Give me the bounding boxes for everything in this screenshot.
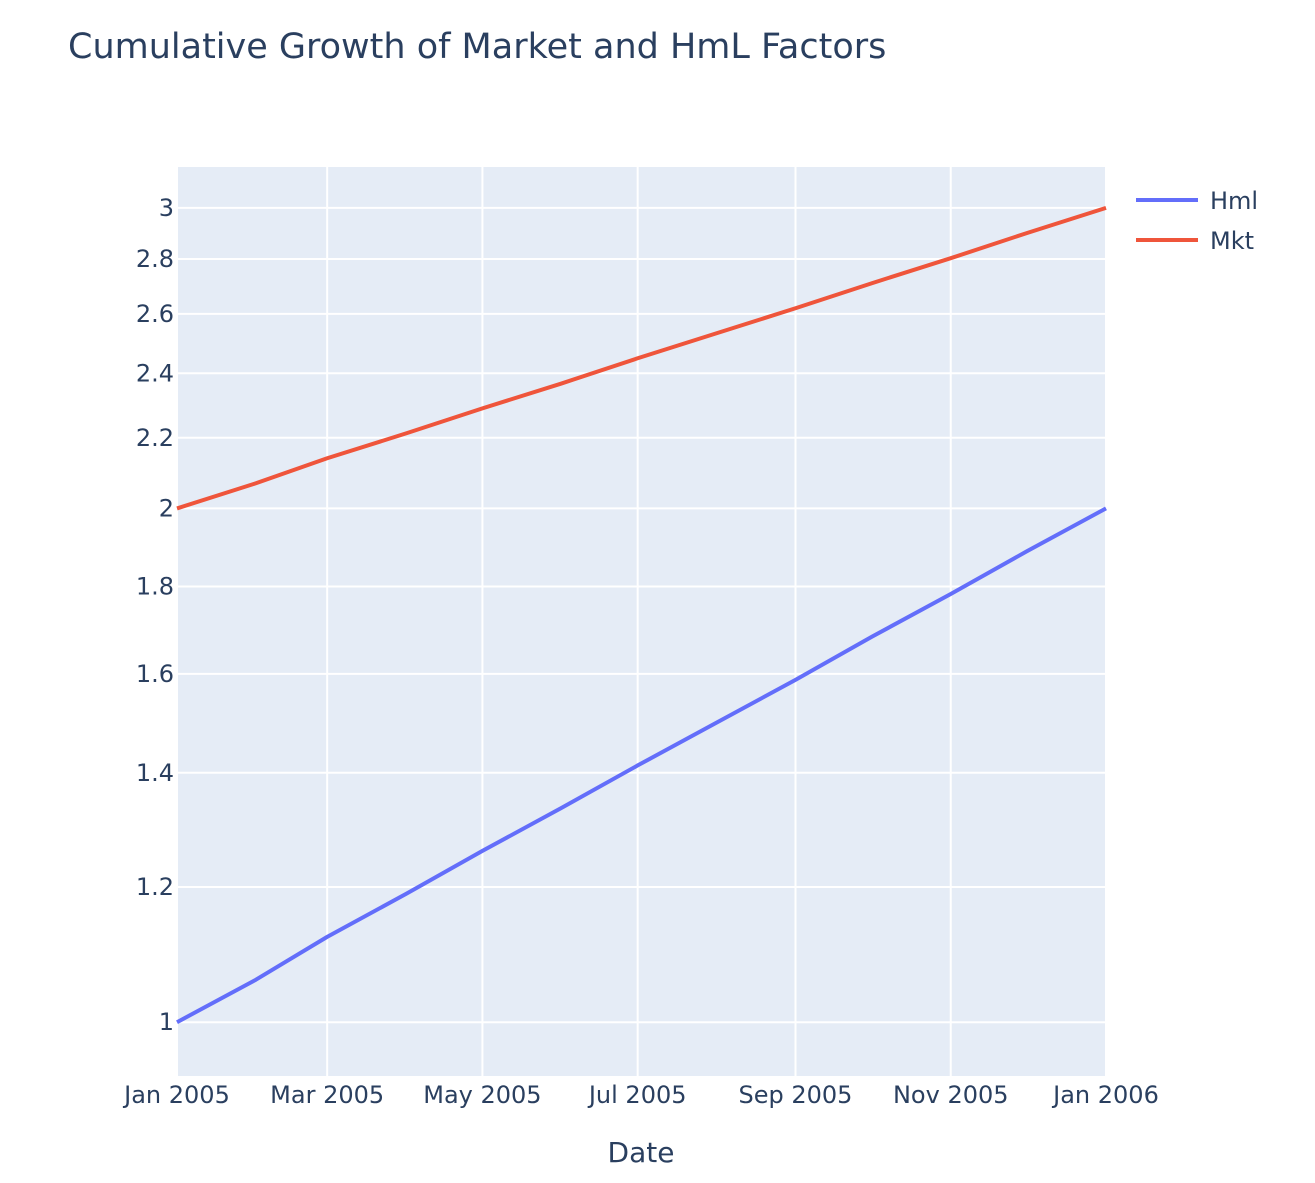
x-tick-label: Mar 2005 <box>270 1081 384 1109</box>
y-tick-label: 1.8 <box>136 573 174 601</box>
y-axis-tick-labels: 1 1.2 1.4 1.6 1.8 2 2.2 2.4 2.6 2.8 3 <box>136 194 174 1036</box>
series-lines <box>176 205 1107 1024</box>
legend-label: Hml <box>1210 187 1258 215</box>
y-tick-label: 2.4 <box>136 359 174 387</box>
x-tick-label: Jul 2005 <box>587 1081 687 1109</box>
y-tick-label: 1.2 <box>136 873 174 901</box>
plot-area <box>177 167 1106 1076</box>
y-tick-label: 2 <box>159 494 174 522</box>
y-tick-label: 2.2 <box>136 424 174 452</box>
legend-label: Mkt <box>1210 227 1254 255</box>
x-tick-label: Jan 2005 <box>122 1081 230 1109</box>
x-tick-label: Jan 2006 <box>1051 1081 1159 1109</box>
y-tick-label: 2.8 <box>136 245 174 273</box>
y-tick-label: 3 <box>159 194 174 222</box>
y-gridlines <box>177 206 1106 1024</box>
series-line-mkt <box>176 205 1107 511</box>
series-line-hml <box>176 506 1107 1024</box>
y-tick-label: 1.4 <box>136 759 174 787</box>
y-tick-label: 1 <box>159 1008 174 1036</box>
x-axis-title: Date <box>608 1136 675 1169</box>
x-gridlines <box>176 167 1107 1076</box>
legend-item-mkt[interactable]: Mkt <box>1136 227 1254 255</box>
chart-title: Cumulative Growth of Market and HmL Fact… <box>68 27 886 67</box>
legend: Hml Mkt <box>1136 187 1258 255</box>
y-tick-label: 2.6 <box>136 300 174 328</box>
x-tick-label: Sep 2005 <box>739 1081 853 1109</box>
x-tick-label: May 2005 <box>423 1081 541 1109</box>
x-tick-label: Nov 2005 <box>893 1081 1009 1109</box>
y-tick-label: 1.6 <box>136 660 174 688</box>
legend-item-hml[interactable]: Hml <box>1136 187 1258 215</box>
x-axis-tick-labels: Jan 2005 Mar 2005 May 2005 Jul 2005 Sep 2005… <box>122 1081 1159 1109</box>
